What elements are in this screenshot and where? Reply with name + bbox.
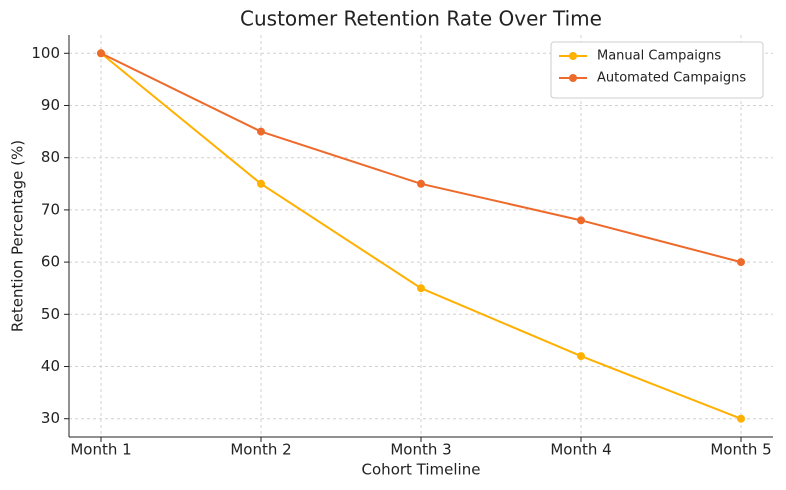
x-tick-label: Month 4 [550,441,611,459]
legend-marker [569,52,577,60]
data-point [97,49,105,58]
y-tick-label: 70 [41,200,60,218]
data-point [417,284,425,293]
data-point [417,179,425,188]
y-tick-label: 80 [41,148,60,166]
data-point [257,127,265,136]
legend-label: Manual Campaigns [597,49,721,64]
data-point [737,258,745,267]
data-point [257,179,265,188]
legend-label: Automated Campaigns [597,71,746,86]
y-tick-label: 30 [41,409,60,427]
legend-box [550,41,764,99]
x-axis-label: Cohort Timeline [362,461,481,479]
y-tick-label: 40 [41,357,60,375]
x-tick-label: Month 2 [230,441,291,459]
x-tick-label: Month 5 [710,441,771,459]
x-tick-label: Month 3 [390,441,451,459]
chart-title: Customer Retention Rate Over Time [240,7,602,31]
x-tick-label: Month 1 [70,441,131,459]
data-point [577,352,585,361]
data-point [737,414,745,423]
y-tick-label: 50 [41,305,60,323]
y-tick-label: 100 [31,44,60,62]
y-axis-label: Retention Percentage (%) [9,140,27,332]
y-tick-label: 90 [41,96,60,114]
y-tick-label: 60 [41,253,60,271]
data-point [577,216,585,225]
legend-marker [569,74,577,82]
